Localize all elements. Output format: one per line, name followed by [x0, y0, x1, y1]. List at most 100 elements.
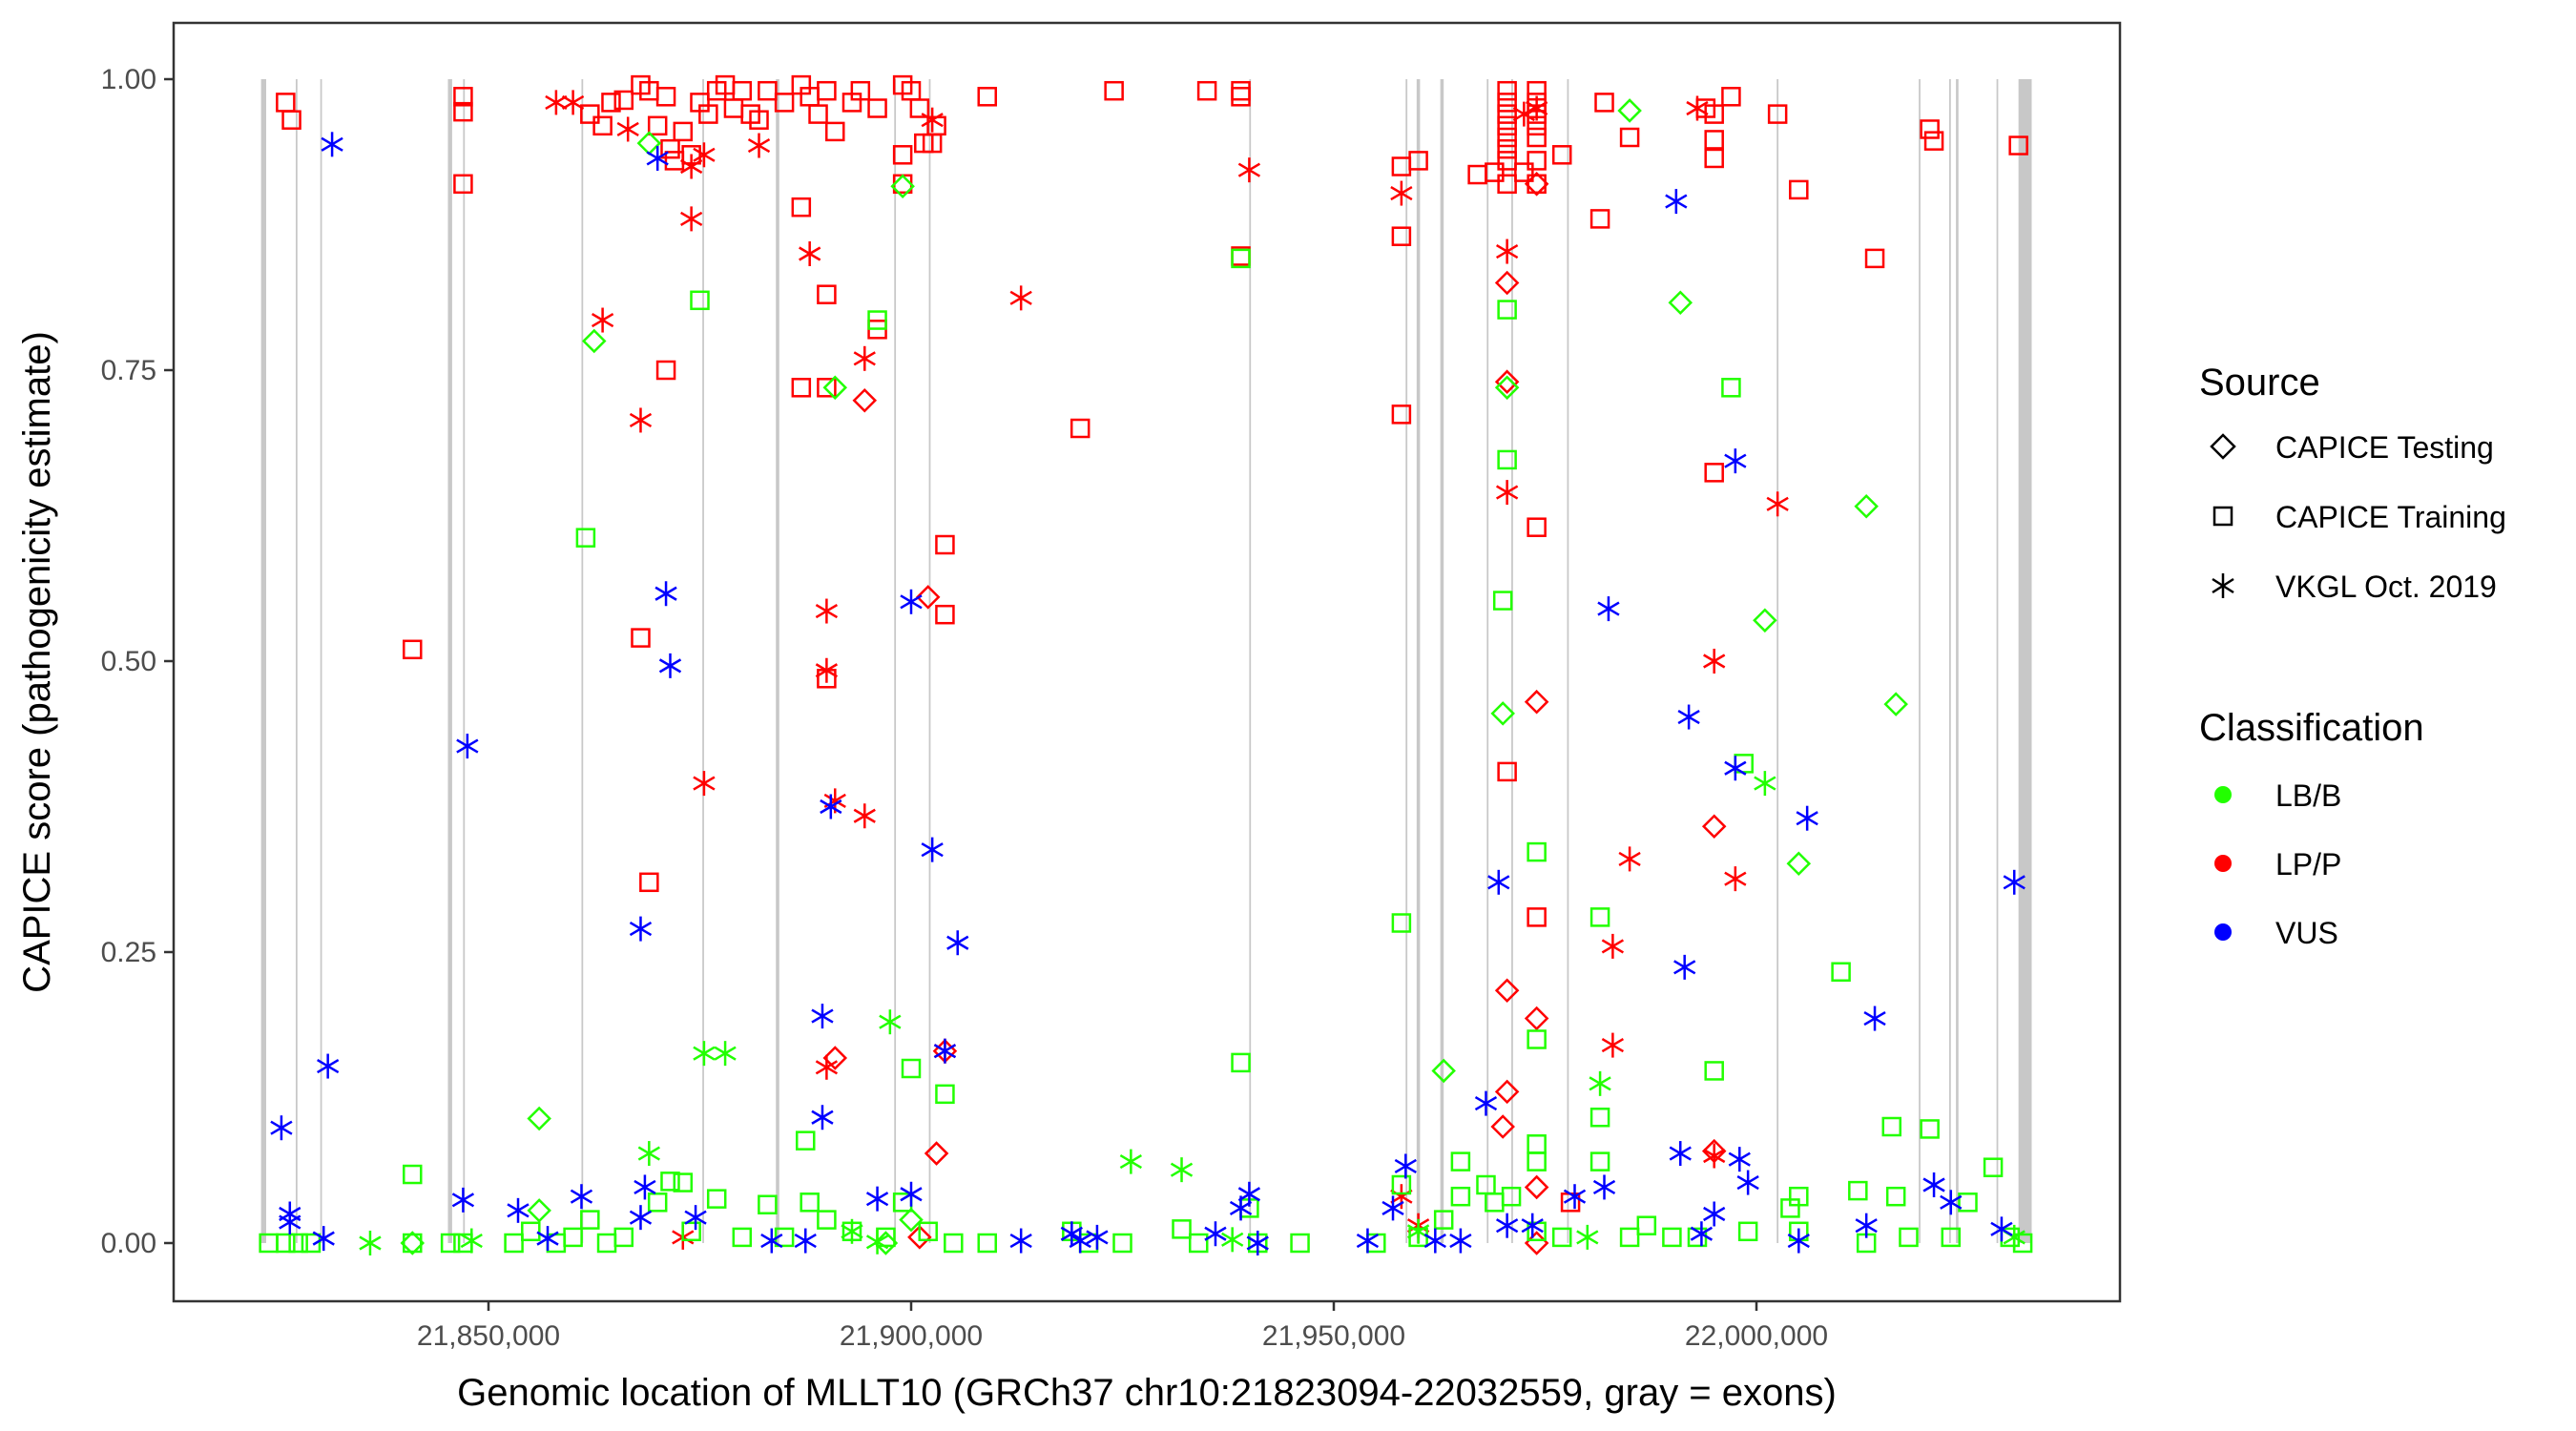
- point-asterisk: [1686, 95, 1709, 121]
- point-asterisk: [536, 1226, 559, 1252]
- point-asterisk: [680, 206, 703, 232]
- point-asterisk: [591, 307, 614, 333]
- point-square: [660, 1172, 680, 1192]
- point-square: [892, 145, 913, 165]
- point-asterisk: [570, 1184, 593, 1210]
- point-square: [1391, 1174, 1412, 1195]
- point-square: [1497, 300, 1517, 320]
- point-asterisk: [1855, 1213, 1878, 1238]
- point-square: [1497, 449, 1517, 470]
- point-diamond: [1431, 1058, 1456, 1084]
- point-diamond: [1494, 369, 1520, 394]
- point-square: [1885, 1186, 1906, 1207]
- point-square: [1231, 1052, 1251, 1073]
- point-square: [453, 101, 473, 122]
- point-asterisk: [1069, 1228, 1091, 1254]
- point-diamond: [822, 1046, 848, 1070]
- point-diamond: [1494, 375, 1520, 401]
- point-square: [698, 104, 718, 124]
- point-asterisk: [1086, 1224, 1109, 1250]
- point-diamond: [1494, 270, 1520, 296]
- point-square: [817, 80, 837, 101]
- point-asterisk: [1119, 1149, 1142, 1174]
- point-square: [944, 1233, 964, 1254]
- point-asterisk: [1237, 157, 1261, 183]
- point-square: [655, 360, 676, 381]
- point-square: [1589, 209, 1610, 229]
- point-square: [639, 872, 659, 893]
- point-square: [1391, 226, 1412, 246]
- legend-classification-title: Classification: [2199, 707, 2424, 749]
- exon-band: [320, 79, 322, 1243]
- point-asterisk: [1390, 180, 1413, 206]
- point-asterisk: [1597, 596, 1620, 622]
- point-asterisk: [629, 407, 653, 433]
- point-asterisk: [820, 794, 842, 819]
- point-square: [1941, 1227, 1962, 1248]
- point-square: [1589, 1151, 1610, 1172]
- point-asterisk: [921, 837, 944, 862]
- point-asterisk: [1922, 1172, 1945, 1197]
- point-asterisk: [1495, 480, 1519, 506]
- point-square: [1188, 1233, 1209, 1254]
- point-square: [601, 93, 621, 113]
- point-asterisk: [1526, 95, 1548, 121]
- point-square: [918, 1221, 938, 1242]
- point-asterisk: [1495, 1213, 1519, 1238]
- exon-band: [702, 79, 704, 1243]
- point-square: [1589, 907, 1610, 927]
- point-asterisk: [1474, 1090, 1498, 1116]
- data-points: [259, 74, 2033, 1255]
- point-asterisk: [629, 1205, 653, 1231]
- point-diamond: [852, 387, 878, 413]
- legend-label: VKGL Oct. 2019: [2275, 570, 2497, 604]
- point-square: [1514, 162, 1534, 182]
- point-diamond: [890, 174, 915, 199]
- point-square: [1497, 151, 1517, 171]
- point-square: [281, 110, 301, 130]
- point-diamond: [1524, 172, 1549, 197]
- point-asterisk: [359, 1231, 382, 1255]
- point-asterisk: [1592, 1174, 1616, 1200]
- point-square: [1923, 131, 1944, 151]
- point-diamond: [1524, 1006, 1549, 1031]
- point-asterisk: [1796, 805, 1818, 831]
- point-asterisk: [1728, 1147, 1751, 1172]
- point-square: [1920, 119, 1940, 139]
- point-square: [1662, 1227, 1682, 1248]
- point-asterisk: [760, 1228, 783, 1254]
- legend-entry-capice-testing: CAPICE Testing: [2210, 430, 2494, 465]
- point-square: [655, 87, 676, 107]
- exon-band: [1956, 79, 1959, 1243]
- point-square: [1527, 127, 1547, 148]
- legend-classification: Classification LB/B LP/P VUS: [2199, 707, 2424, 950]
- point-square: [521, 1221, 541, 1242]
- point-square: [1721, 87, 1741, 107]
- point-square: [749, 110, 769, 130]
- point-asterisk: [693, 142, 716, 168]
- point-diamond: [873, 1231, 899, 1255]
- point-square: [673, 121, 694, 142]
- point-asterisk: [317, 1053, 340, 1079]
- point-asterisk: [853, 803, 876, 829]
- point-asterisk: [933, 1038, 957, 1064]
- point-asterisk: [2003, 869, 2025, 895]
- point-asterisk: [693, 1041, 716, 1067]
- point-square: [681, 1221, 701, 1242]
- point-asterisk: [1601, 1032, 1625, 1058]
- point-square: [732, 80, 753, 101]
- point-diamond: [1786, 851, 1812, 877]
- point-square: [1619, 127, 1640, 148]
- point-asterisk: [900, 1181, 923, 1207]
- exon-band: [1249, 79, 1252, 1243]
- x-tick-label: 21,950,000: [1262, 1320, 1405, 1352]
- point-asterisk: [507, 1197, 530, 1223]
- point-asterisk: [1724, 756, 1747, 781]
- point-square: [1497, 174, 1517, 195]
- point-square: [1104, 80, 1124, 101]
- point-asterisk: [270, 1115, 293, 1141]
- point-square: [288, 1233, 308, 1254]
- point-square: [1172, 1219, 1192, 1239]
- point-asterisk: [879, 1009, 902, 1035]
